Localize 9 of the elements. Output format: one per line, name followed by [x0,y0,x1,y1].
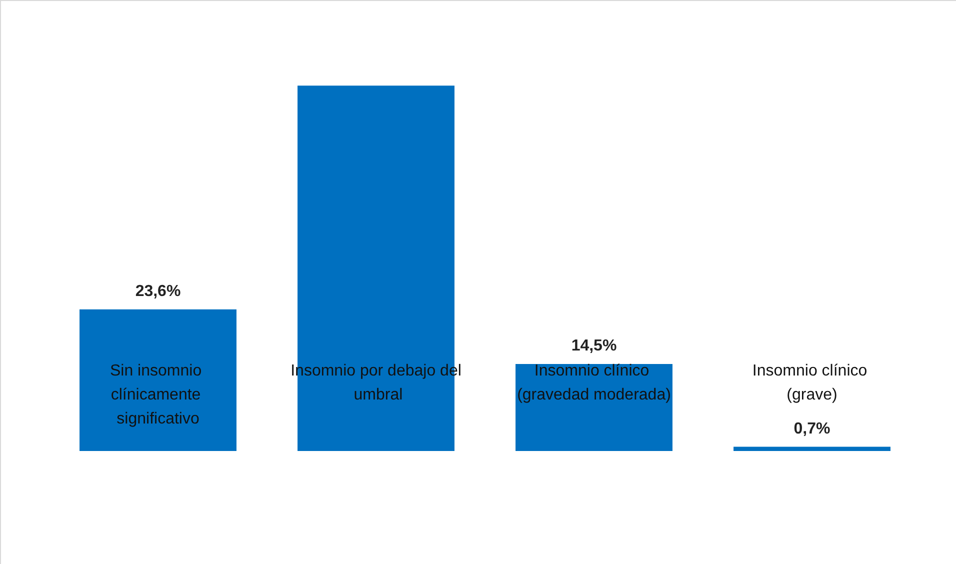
bar [734,446,890,451]
data-label: 23,6% [135,282,181,300]
x-tick-label: Insomnio clínico (grave) [752,362,872,404]
bar [516,364,672,451]
x-tick-label: Insomnio clínico (gravedad moderada) [517,362,671,404]
x-tick-label: Sin insomnio clínicamente significativo [110,362,206,428]
data-label: 14,5% [571,338,617,354]
data-label: 0,7% [794,420,830,438]
bar [80,309,236,451]
